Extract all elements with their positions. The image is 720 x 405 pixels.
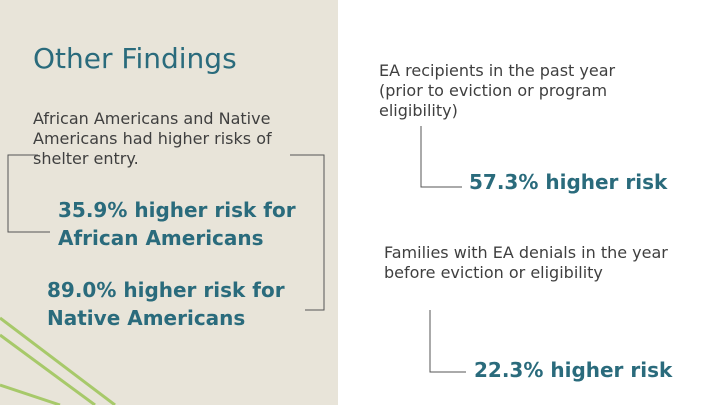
ea-denials-connector (429, 310, 466, 373)
ea-denials-label: Families with EA denials in the year bef… (384, 243, 668, 282)
ea-recipients-result: 57.3% higher risk (469, 170, 668, 194)
left-panel (0, 0, 338, 405)
intro-text: African Americans and Native Americans h… (33, 109, 272, 168)
right-bracket (290, 154, 325, 311)
page-title: Other Findings (33, 42, 237, 75)
ea-recipients-connector (420, 126, 462, 188)
ea-denials-result: 22.3% higher risk (474, 358, 673, 382)
decor-line-3 (0, 383, 61, 405)
stat-native-americans: 89.0% higher risk for Native Americans (47, 278, 285, 330)
decor-line-2 (0, 333, 96, 405)
stat-african-americans: 35.9% higher risk for African Americans (58, 198, 296, 250)
ea-recipients-label: EA recipients in the past year (prior to… (379, 61, 616, 120)
decor-line-1 (0, 316, 116, 405)
decorative-green-lines (0, 316, 116, 405)
left-bracket (7, 154, 50, 233)
